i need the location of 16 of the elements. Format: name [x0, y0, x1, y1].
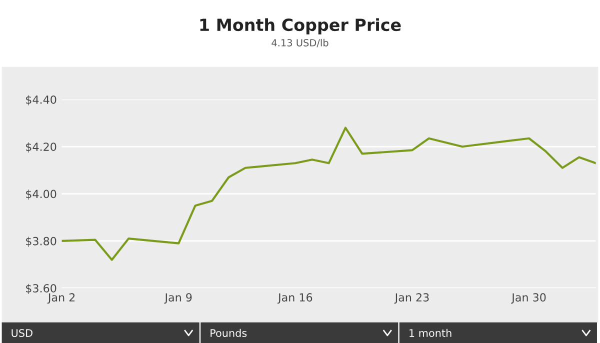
text: 1 month — [410, 328, 452, 337]
text: Pounds — [210, 328, 247, 337]
x-tick-label: Jan 30 — [511, 293, 546, 304]
y-tick-label: $3.60 — [26, 284, 56, 294]
y-tick-label: $3.80 — [26, 236, 56, 247]
text: USD — [12, 329, 32, 337]
y-tick-label: $4.00 — [26, 190, 56, 200]
x-tick-label: Jan 23 — [394, 293, 429, 304]
x-tick-label: Jan 2 — [47, 293, 75, 304]
chart-subtitle: 4.13 USD/lb — [272, 38, 328, 48]
x-tick-label: Jan 16 — [277, 293, 312, 304]
y-tick-label: $4.20 — [26, 142, 56, 152]
line-series — [62, 126, 596, 261]
chart-title: 1 Month Copper Price — [200, 18, 401, 34]
x-tick-label: Jan 9 — [164, 293, 192, 304]
y-tick-label: $4.40 — [26, 95, 56, 106]
